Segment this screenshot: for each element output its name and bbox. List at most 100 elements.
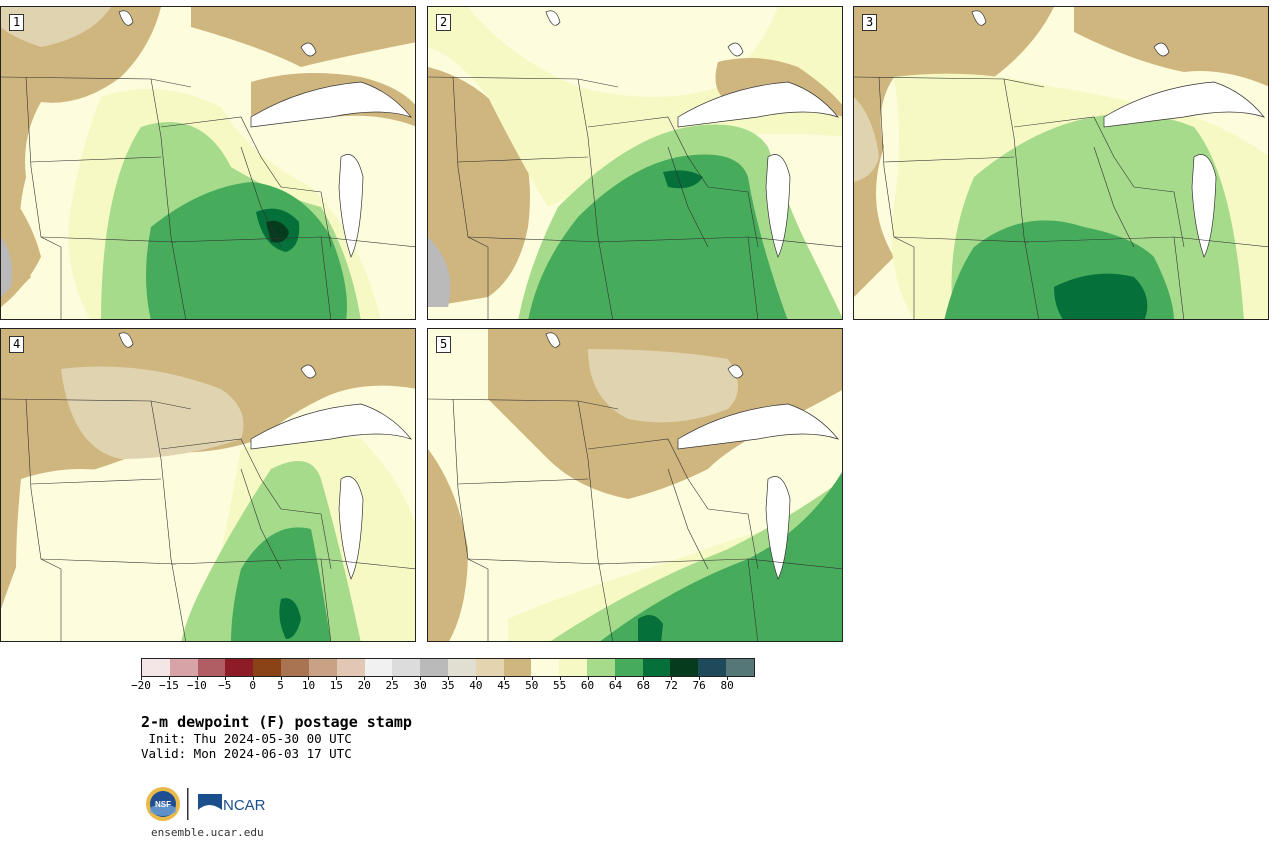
lake-outline: [118, 10, 134, 26]
colorbar-tick: [196, 677, 198, 680]
state-border: [160, 116, 282, 188]
colorbar-tick-label: 10: [301, 679, 316, 692]
plot-title: 2-m dewpoint (F) postage stamp: [141, 713, 412, 731]
colorbar-tick-label: 35: [441, 679, 455, 692]
lake-outline: [338, 154, 364, 258]
state-border: [707, 186, 759, 248]
dewpoint-map-1: [1, 7, 415, 319]
lake-outline: [727, 42, 744, 57]
ncar-logo-text: NCAR: [223, 797, 266, 814]
colorbar-tick: [141, 677, 142, 680]
colorbar-swatch: [531, 659, 560, 676]
colorbar-tick-label: 30: [413, 679, 427, 692]
colorbar-tick: [280, 677, 282, 680]
state-border: [667, 468, 709, 570]
colorbar-swatch: [281, 659, 309, 676]
state-border: [457, 156, 589, 163]
dewpoint-map-2: [428, 7, 842, 319]
state-border: [1133, 186, 1185, 248]
state-border: [30, 156, 162, 163]
lake-outline: [765, 154, 791, 258]
colorbar-tick-label: 15: [329, 679, 343, 692]
colorbar-swatch: [197, 659, 226, 676]
dewpoint-contour-region: [663, 170, 703, 189]
logos: NSF NCAR: [146, 787, 266, 821]
dewpoint-contour-region: [191, 7, 415, 67]
postage-stamp-panel-3: 3: [853, 6, 1269, 320]
colorbar-tick-label: 5: [277, 679, 284, 692]
colorbar-tick-label: 20: [357, 679, 371, 692]
colorbar-swatch: [308, 659, 337, 676]
panel-number-3: 3: [862, 14, 878, 31]
colorbar-tick: [727, 677, 729, 680]
lake-outline: [250, 81, 413, 128]
dewpoint-contour-region: [428, 449, 468, 641]
lake-outline: [545, 332, 561, 348]
dewpoint-contour-region: [854, 7, 1054, 297]
colorbar-swatch: [698, 659, 727, 676]
colorbar-tick-label: 76: [692, 679, 706, 692]
dewpoint-contour-region: [266, 220, 289, 243]
colorbar-tick: [168, 677, 170, 680]
colorbar-swatch: [169, 659, 198, 676]
colorbar-tick: [475, 677, 477, 680]
colorbar-tick: [643, 677, 645, 680]
colorbar-tick-label: 80: [720, 679, 734, 692]
state-border: [457, 478, 589, 485]
panel-number-5: 5: [436, 336, 452, 353]
colorbar-tick-label: 0: [249, 679, 256, 692]
lake-outline: [727, 364, 744, 379]
dewpoint-contour-region: [588, 349, 738, 423]
colorbar-swatch: [503, 659, 532, 676]
colorbar-tick-label: −20: [131, 679, 151, 692]
state-border: [30, 478, 162, 485]
colorbar-tick: [531, 677, 533, 680]
state-border: [587, 116, 709, 188]
colorbar-tick: [224, 677, 226, 680]
state-border: [707, 508, 759, 570]
colorbar-tick-label: 64: [608, 679, 623, 692]
dewpoint-contour-region: [231, 527, 331, 641]
state-border: [1003, 78, 1039, 319]
state-border: [280, 186, 332, 248]
state-border: [747, 558, 759, 641]
postage-stamp-panel-2: 2: [427, 6, 843, 320]
dewpoint-contour-region: [1, 7, 161, 307]
lake-outline: [677, 81, 840, 128]
colorbar-tick: [587, 677, 589, 680]
state-border: [240, 146, 282, 248]
colorbar-tick-label: 25: [385, 679, 399, 692]
nsf-logo-text: NSF: [155, 800, 171, 809]
colorbar-swatch: [225, 659, 254, 676]
dewpoint-contour-region: [1, 7, 111, 47]
dewpoint-contour-region: [1, 237, 13, 297]
state-border: [150, 78, 186, 319]
dewpoint-map-5: [428, 329, 842, 641]
panel-number-4: 4: [9, 336, 25, 353]
dewpoint-contour-region: [146, 182, 347, 319]
colorbar-swatch: [142, 659, 170, 676]
colorbar-tick-label: 40: [469, 679, 483, 692]
colorbar-tick: [615, 677, 617, 680]
colorbar-tick-label: 45: [497, 679, 511, 692]
lake-outline: [1153, 42, 1170, 57]
ncar-logo-icon: NCAR: [198, 794, 266, 814]
lake-outline: [250, 403, 413, 450]
init-time: Init: Thu 2024-05-30 00 UTC: [141, 731, 352, 746]
lake-outline: [300, 364, 317, 379]
nsf-logo-icon: NSF: [146, 787, 180, 821]
lake-outline: [971, 10, 987, 26]
dewpoint-contour-region: [600, 472, 842, 641]
colorbar-tick-label: 50: [525, 679, 539, 692]
colorbar-swatch: [559, 659, 587, 676]
dewpoint-contour-region: [279, 598, 301, 639]
state-border: [893, 236, 1030, 243]
state-border: [320, 236, 332, 319]
colorbar-swatch: [420, 659, 448, 676]
state-border: [747, 236, 759, 319]
colorbar-swatch: [447, 659, 476, 676]
dewpoint-contour-region: [468, 7, 778, 97]
panel-number-2: 2: [436, 14, 452, 31]
state-border: [587, 438, 709, 510]
state-border: [40, 558, 177, 565]
